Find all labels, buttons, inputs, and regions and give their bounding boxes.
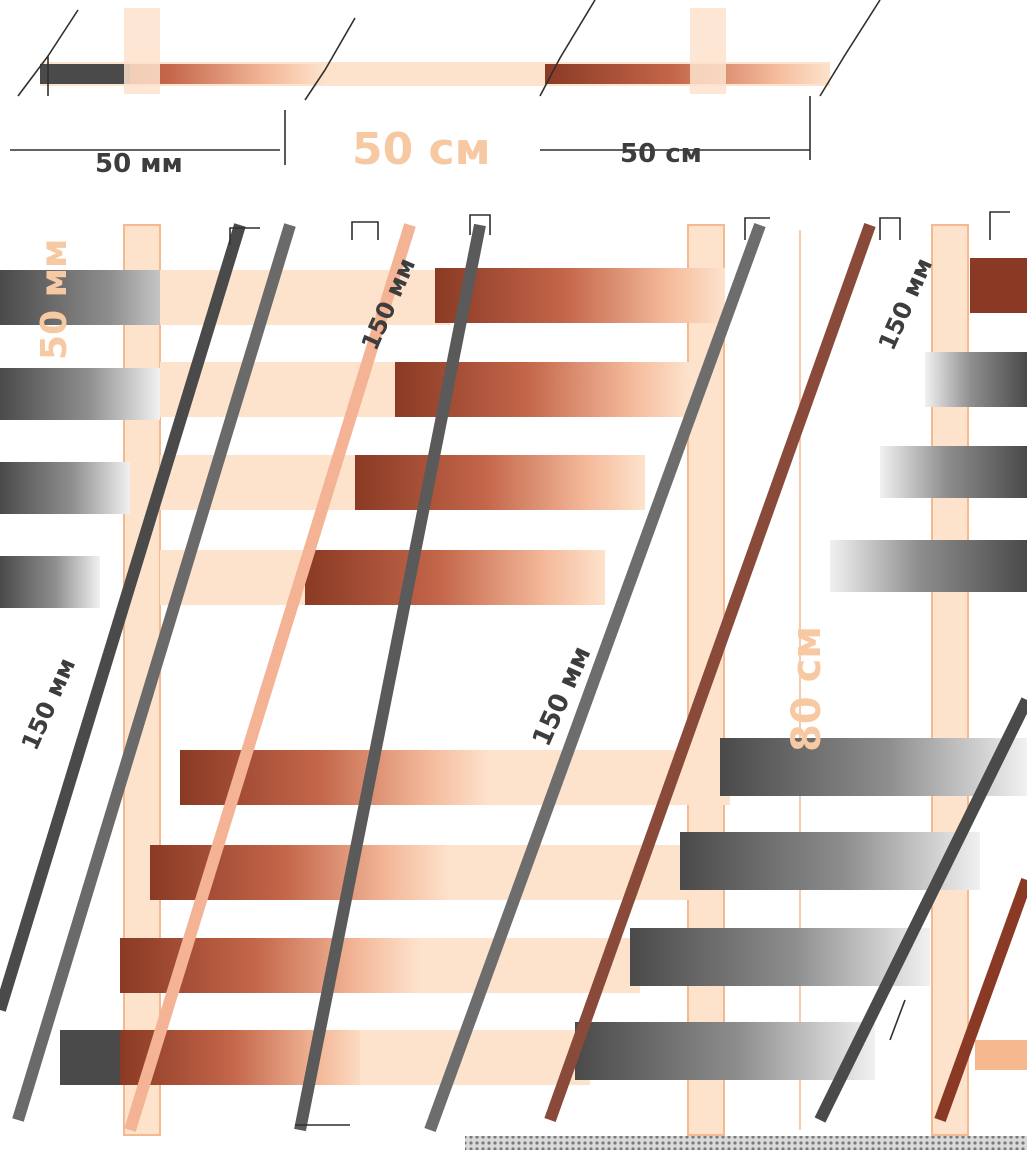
top-wire-right [539,0,596,97]
bracket-top-3 [469,214,491,235]
post-left-edge [123,224,161,1136]
top-bar-dark-right [545,64,830,84]
label-top-center: 50 см [352,124,491,175]
slat-5-dark [180,750,490,805]
bottom-dotted-strip [465,1136,1027,1150]
top-wire-mid [304,17,356,101]
slat-4-right [830,540,1027,592]
lower-slats [60,738,1027,1085]
bracket-top-1 [229,227,260,245]
label-left-vertical: 50 мм [34,239,75,360]
diag-e [544,222,876,1123]
slat-4-left [0,556,100,608]
slat-7-dark [120,938,420,993]
slat-1-right [970,258,1027,313]
diag-f [814,697,1027,1123]
bracket-bottom-2 [889,999,906,1041]
slat-8-grey [60,1030,130,1085]
bracket-top-5 [879,217,901,240]
post-right-edge [931,224,969,1136]
diag-b-light [124,223,416,1132]
slat-8-light [360,1030,590,1085]
top-bar [10,0,881,165]
label-top-right: 50 см [620,139,702,169]
top-post-light-left [124,8,160,94]
diagonal-supports [0,222,1027,1133]
top-wire-far-right [819,0,881,97]
diag-c [294,223,486,1132]
top-post-light-right [690,8,726,94]
label-right-vertical: 80 см [784,626,830,752]
diag-d [424,222,766,1133]
slat-8-far-right [975,1040,1027,1070]
diag-a-light [12,223,296,1122]
top-wire-left [17,9,79,97]
label-slat-diag-2: 150 мм [873,254,938,355]
diag-g [934,877,1027,1123]
slat-8-right [575,1022,875,1080]
slat-1-dark [435,268,725,323]
slat-3-left [0,462,130,514]
label-top-left: 50 мм [95,149,183,179]
bracket-top-2 [351,221,379,240]
top-bar-grey-left [40,64,130,84]
label-left-diag: 150 мм [16,654,81,755]
slat-3-right [880,446,1027,498]
slat-2-right [925,352,1027,407]
slat-2-left [0,368,160,420]
post-center-edge [687,224,725,1136]
slat-5-right [720,738,1027,796]
slat-3-dark [355,455,645,510]
slat-6-dark [150,845,450,900]
bracket-top-4 [744,217,770,240]
bracket-hooks [229,211,1010,1126]
bracket-top-6 [989,211,1010,240]
diag-a-dark [0,223,246,1012]
slat-7-right [630,928,930,986]
slat-5-light [490,750,730,805]
slat-4-dark [305,550,605,605]
slat-6-right [680,832,980,890]
slat-6-light [450,845,690,900]
